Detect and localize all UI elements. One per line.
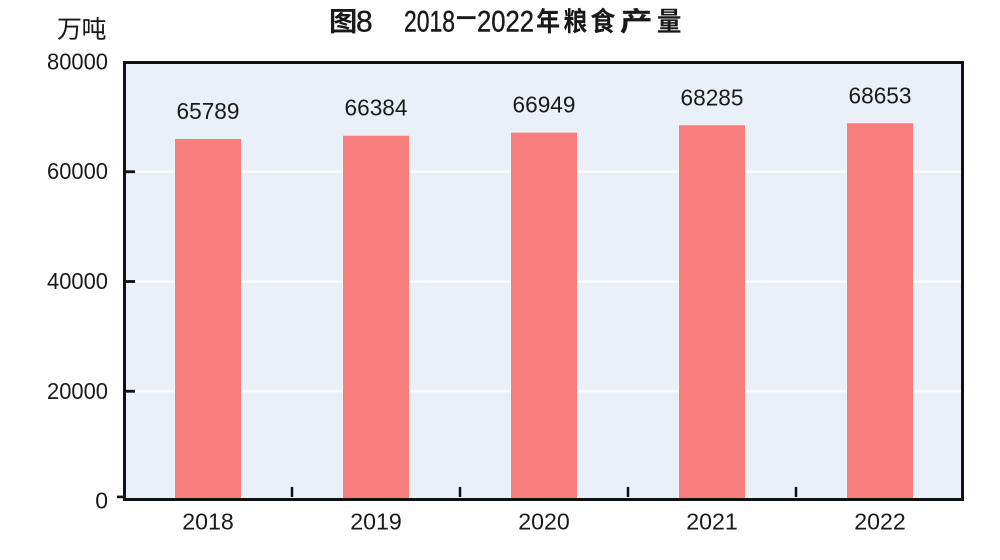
svg-text:68653: 68653 <box>849 82 912 108</box>
svg-text:68285: 68285 <box>681 84 744 110</box>
svg-text:20000: 20000 <box>47 378 108 404</box>
svg-text:2022: 2022 <box>477 6 534 39</box>
svg-text:2019: 2019 <box>350 509 402 535</box>
svg-text:8: 8 <box>356 6 373 39</box>
svg-text:2020: 2020 <box>518 509 570 535</box>
svg-text:60000: 60000 <box>47 158 108 184</box>
svg-text:2022: 2022 <box>854 509 906 535</box>
svg-text:40000: 40000 <box>47 268 108 294</box>
svg-text:2021: 2021 <box>686 509 738 535</box>
svg-text:80000: 80000 <box>47 49 108 75</box>
svg-text:2018: 2018 <box>404 6 455 39</box>
svg-text:66384: 66384 <box>345 95 408 121</box>
svg-text:2018: 2018 <box>182 509 234 535</box>
svg-text:0: 0 <box>95 488 108 514</box>
svg-text:66949: 66949 <box>513 92 576 118</box>
svg-text:65789: 65789 <box>177 98 240 124</box>
